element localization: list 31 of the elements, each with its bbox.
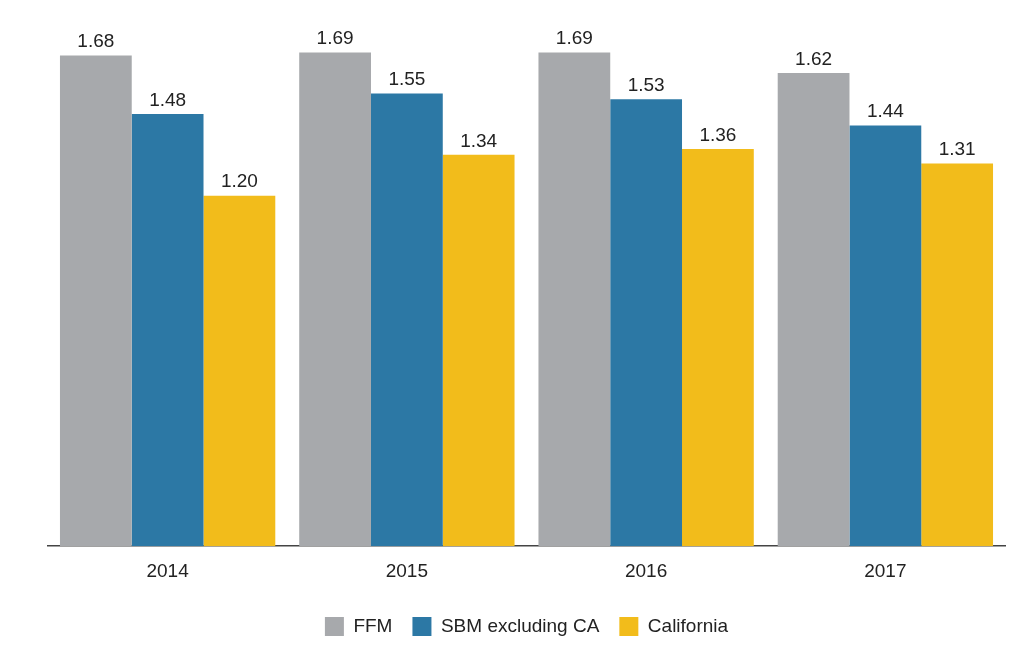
- bar: [538, 52, 611, 547]
- data-label: 1.36: [699, 123, 737, 145]
- bar: [849, 125, 922, 547]
- bar: [442, 154, 515, 547]
- x-tick-label: 2017: [864, 559, 907, 581]
- data-label: 1.69: [316, 27, 354, 49]
- data-label: 1.44: [866, 100, 905, 122]
- x-tick-label: 2015: [385, 559, 429, 581]
- bar: [299, 52, 371, 547]
- data-label: 1.53: [627, 74, 665, 96]
- bar: [610, 99, 683, 547]
- bar: [370, 93, 443, 547]
- bar: [203, 195, 276, 547]
- data-label: 1.20: [220, 170, 258, 192]
- bar: [921, 163, 994, 547]
- data-label: 1.34: [460, 129, 498, 151]
- data-label: 1.62: [795, 47, 833, 69]
- bar: [131, 113, 204, 547]
- data-label: 1.31: [938, 138, 976, 160]
- legend-label: FFM: [353, 614, 393, 636]
- data-label: 1.68: [77, 30, 115, 52]
- legend-label: California: [647, 614, 729, 636]
- x-tick-label: 2016: [624, 559, 668, 581]
- bar: [777, 73, 850, 547]
- legend-label: SBM excluding CA: [440, 614, 600, 636]
- bar: [682, 148, 754, 547]
- bar: [59, 55, 132, 547]
- x-tick-label: 2014: [146, 559, 190, 581]
- data-label: 1.69: [555, 27, 593, 49]
- data-label: 1.48: [149, 88, 187, 110]
- data-label: 1.55: [388, 68, 426, 90]
